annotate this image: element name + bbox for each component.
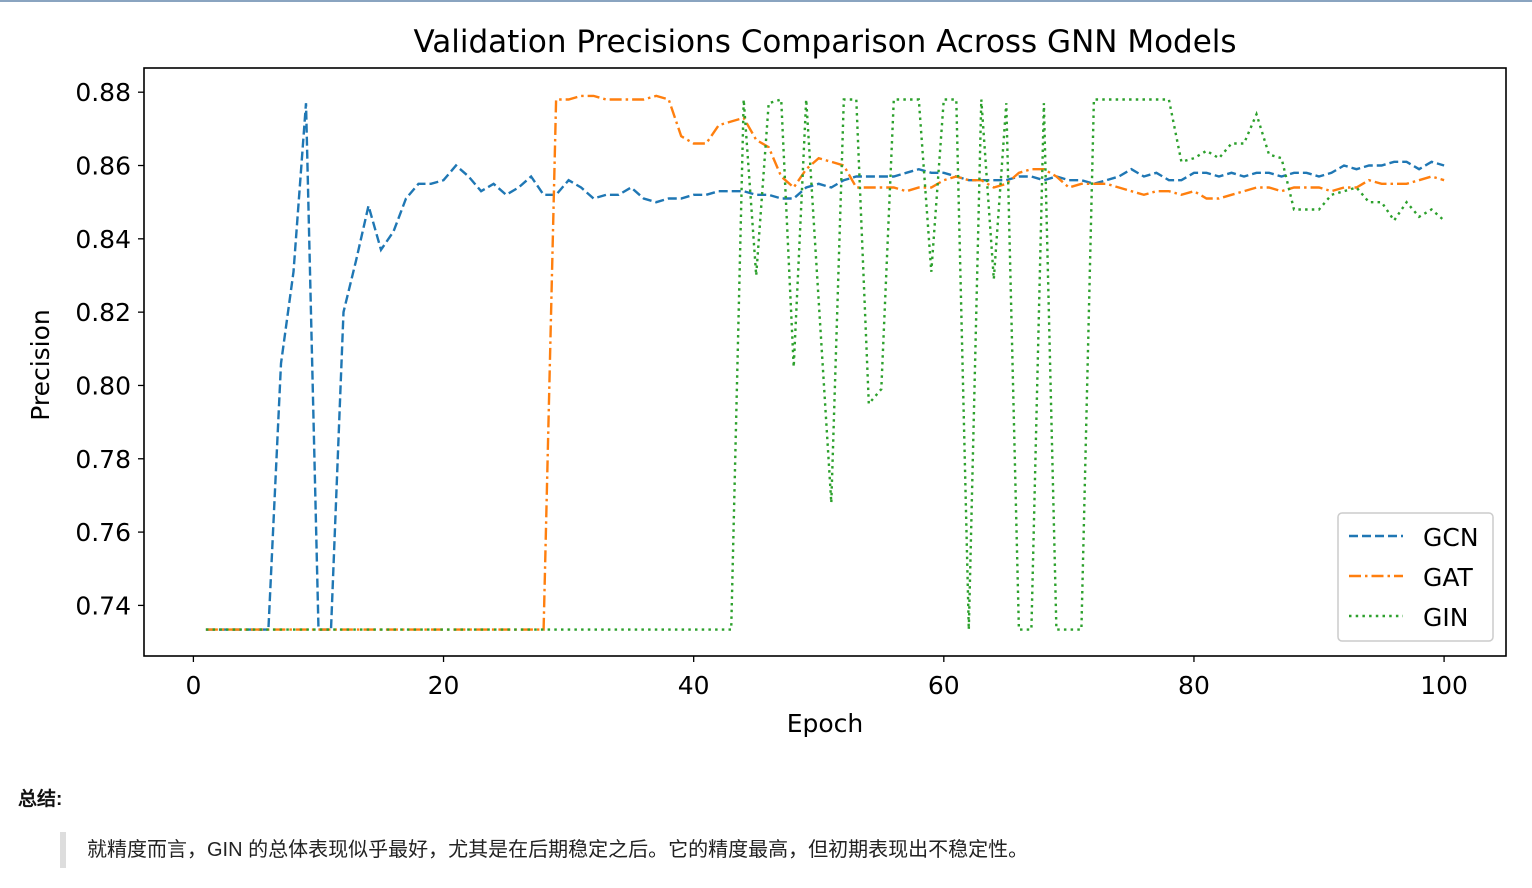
y-tick-label: 0.76 [75,518,131,547]
y-tick-label: 0.82 [75,298,131,327]
x-axis-label: Epoch [787,709,864,738]
summary-quote: 就精度而言，GIN 的总体表现似乎最好，尤其是在后期稳定之后。它的精度最高，但初… [60,832,1028,868]
series-line-gcn [205,103,1445,631]
y-tick-label: 0.80 [75,371,131,400]
y-tick-label: 0.74 [75,591,131,620]
plot-frame [143,67,1507,657]
series-line-gin [205,97,1445,631]
summary-heading: 总结: [18,789,63,810]
legend-label-gat: GAT [1423,563,1474,592]
y-axis-label: Precision [26,309,55,421]
y-tick-label: 0.84 [75,225,131,254]
legend-label-gcn: GCN [1423,523,1479,552]
x-tick-label: 100 [1420,671,1468,700]
series-lines [205,94,1445,631]
precision-line-chart: Validation Precisions Comparison Across … [26,24,1507,738]
y-axis-ticks: 0.74 0.76 0.78 0.80 0.82 0.84 0.86 0.88 [75,78,144,620]
chart-title: Validation Precisions Comparison Across … [413,24,1236,60]
top-divider [0,0,1532,2]
x-tick-label: 20 [428,671,460,700]
y-tick-label: 0.86 [75,152,131,181]
x-tick-label: 80 [1178,671,1210,700]
x-tick-label: 60 [928,671,960,700]
y-tick-label: 0.78 [75,445,131,474]
legend-label-gin: GIN [1423,603,1468,632]
x-axis-ticks: 0 20 40 60 80 100 [185,656,1468,700]
y-tick-label: 0.88 [75,78,131,107]
x-tick-label: 0 [185,671,201,700]
legend-box [1337,512,1494,642]
legend: GCN GAT GIN [1337,512,1494,642]
series-line-gat [205,94,1445,631]
x-tick-label: 40 [678,671,710,700]
